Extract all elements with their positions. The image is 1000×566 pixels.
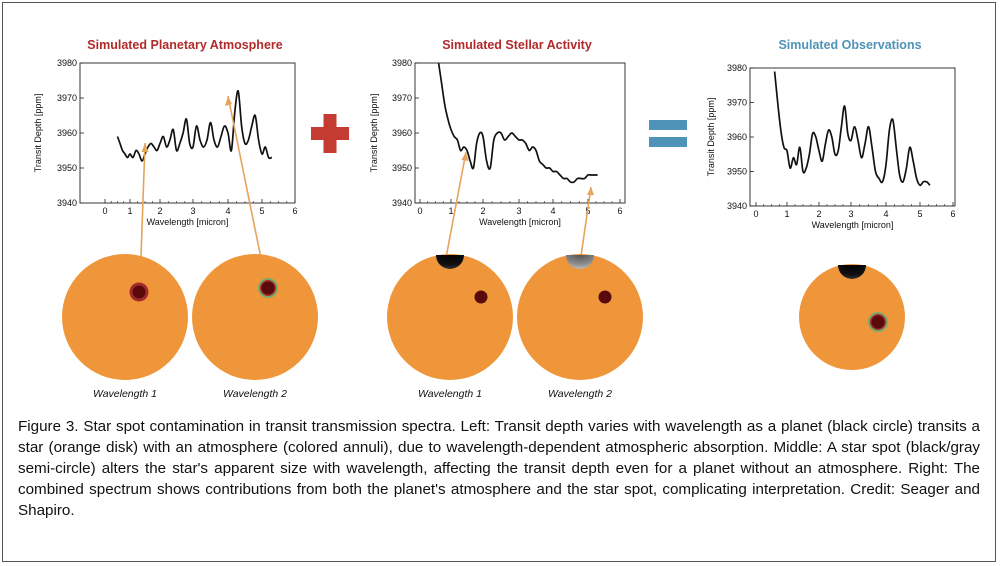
y-tick-label: 3940 <box>727 201 747 211</box>
y-tick-label: 3980 <box>727 63 747 73</box>
y-tick-label: 3940 <box>392 198 412 208</box>
panel-title-stellar: Simulated Stellar Activity <box>442 38 592 52</box>
star-stellar-wl2 <box>517 254 643 380</box>
chart-observations: 3940 3950 3960 3970 3980 0 1 2 3 4 5 6 Wavelength [m… <box>706 63 956 230</box>
star-atm-wl2 <box>192 254 318 380</box>
y-tick-label: 3980 <box>57 58 77 68</box>
pointer-arrows <box>139 95 594 286</box>
planet-disk <box>261 281 275 295</box>
y-tick-label: 3970 <box>727 98 747 108</box>
x-tick-label: 1 <box>127 206 132 216</box>
equals-sign <box>649 120 687 147</box>
star-spot-dark <box>436 255 464 269</box>
x-tick-label: 2 <box>157 206 162 216</box>
y-tick-label: 3950 <box>727 167 747 177</box>
panel-title-observations: Simulated Observations <box>778 38 921 52</box>
figure-caption: Figure 3. Star spot contamination in tra… <box>18 418 980 519</box>
y-tick-label: 3970 <box>57 93 77 103</box>
star-spot-gray <box>566 255 594 269</box>
star-spot-dark <box>838 265 866 279</box>
y-tick-label: 3960 <box>392 128 412 138</box>
x-tick-label: 0 <box>102 206 107 216</box>
x-axis-label: Wavelength [micron] <box>147 217 229 227</box>
x-tick-label: 4 <box>883 209 888 219</box>
x-tick-label: 1 <box>448 206 453 216</box>
wavelength-label: Wavelength 2 <box>548 388 612 400</box>
y-axis-label: Transit Depth [ppm] <box>706 98 716 177</box>
y-tick-label: 3950 <box>57 163 77 173</box>
star-atm-wl1 <box>62 254 188 380</box>
wavelength-label: Wavelength 1 <box>93 388 157 400</box>
y-tick-label: 3960 <box>727 132 747 142</box>
y-axis-label: Transit Depth [ppm] <box>33 94 43 173</box>
wavelength-label: Wavelength 2 <box>223 388 287 400</box>
wavelength-label: Wavelength 1 <box>418 388 482 400</box>
planet-disk <box>871 315 885 329</box>
figure-art: Simulated Planetary Atmosphere Simulated… <box>33 38 956 400</box>
x-tick-label: 6 <box>617 206 622 216</box>
x-tick-label: 6 <box>950 209 955 219</box>
y-tick-label: 3970 <box>392 93 412 103</box>
x-tick-label: 4 <box>225 206 230 216</box>
plus-sign <box>311 114 349 153</box>
series-line <box>437 62 598 184</box>
x-tick-label: 2 <box>480 206 485 216</box>
panel-title-atmosphere: Simulated Planetary Atmosphere <box>87 38 282 52</box>
x-tick-label: 6 <box>292 206 297 216</box>
series-line <box>773 71 931 187</box>
y-tick-label: 3940 <box>57 198 77 208</box>
planet-disk <box>132 285 146 299</box>
x-tick-label: 0 <box>753 209 758 219</box>
x-tick-label: 0 <box>417 206 422 216</box>
x-tick-label: 2 <box>816 209 821 219</box>
x-tick-label: 3 <box>190 206 195 216</box>
x-axis-label: Wavelength [micron] <box>812 220 894 230</box>
y-tick-label: 3950 <box>392 163 412 173</box>
planet-disk <box>598 290 612 304</box>
x-axis-label: Wavelength [micron] <box>479 217 561 227</box>
plot-frame <box>414 62 626 204</box>
star-stellar-wl1 <box>387 254 513 380</box>
arrow-stellar-wl1 <box>444 151 467 264</box>
star-observations <box>799 264 905 370</box>
x-tick-label: 5 <box>917 209 922 219</box>
x-tick-label: 5 <box>259 206 264 216</box>
x-tick-label: 3 <box>848 209 853 219</box>
planet-disk <box>474 290 488 304</box>
chart-atmosphere: 3940 3950 3960 3970 3980 0 1 2 3 4 5 6 Wavelength [m… <box>33 58 298 227</box>
y-tick-label: 3980 <box>392 58 412 68</box>
arrow-atm-wl2 <box>227 95 266 279</box>
arrow-stellar-wl2 <box>579 186 592 264</box>
x-tick-label: 1 <box>784 209 789 219</box>
x-tick-label: 4 <box>550 206 555 216</box>
x-tick-label: 3 <box>516 206 521 216</box>
y-axis-label: Transit Depth [ppm] <box>369 94 379 173</box>
series-line <box>116 89 273 162</box>
y-tick-label: 3960 <box>57 128 77 138</box>
